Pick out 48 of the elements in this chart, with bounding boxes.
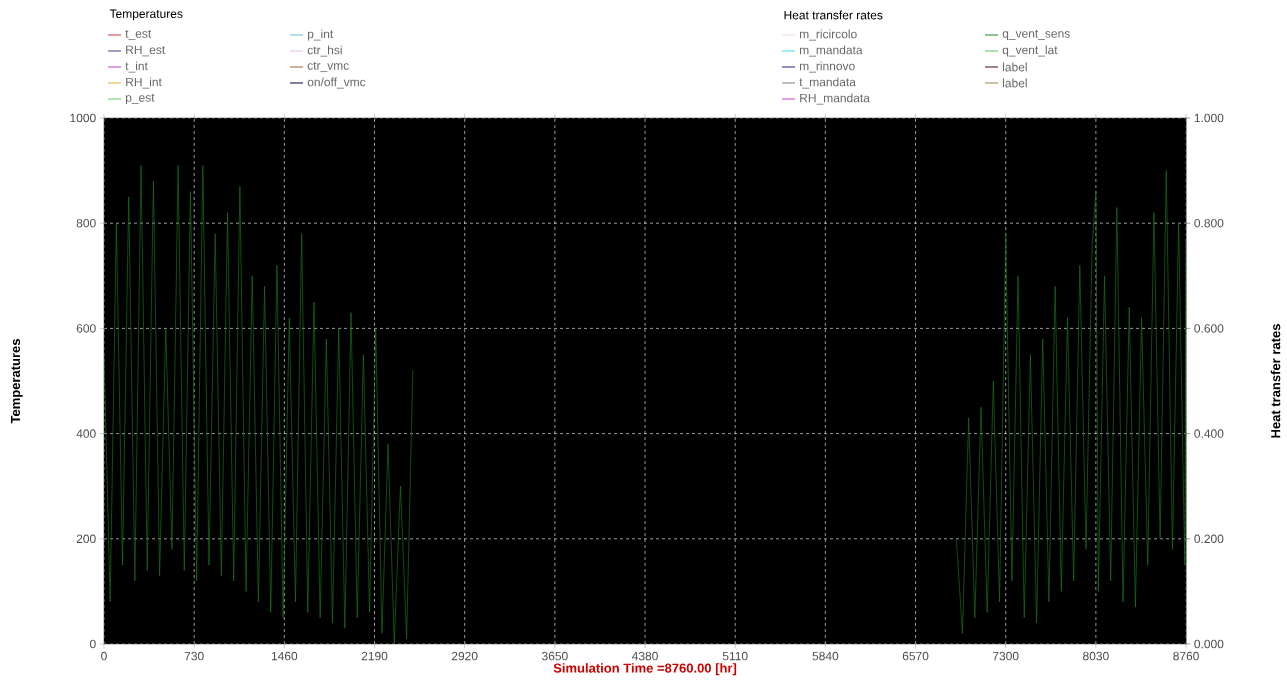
x-tick-label: 4380: [631, 651, 658, 661]
y2-tick-label: 0.800: [1194, 218, 1224, 228]
legend-label: p_int: [307, 29, 334, 41]
legend-label: label: [1003, 78, 1027, 88]
y-tick-label: 800: [76, 218, 96, 228]
legend-label: t_mandata: [799, 77, 856, 89]
text: Temperatures: [109, 9, 183, 21]
legend-label: t_est: [125, 29, 152, 41]
legend-label: label: [1003, 62, 1027, 72]
legend-label: q_vent_lat: [1002, 45, 1058, 57]
text: Heat transfer rates: [784, 10, 883, 20]
y2-tick-label: 0.400: [1194, 429, 1224, 438]
x-tick-label: 5840: [812, 651, 839, 661]
x-tick-label: 1460: [271, 651, 298, 661]
y2-tick-label: 1.000: [1194, 113, 1224, 123]
legend-label: m_mandata: [800, 45, 863, 57]
x-tick-label: 8760: [1173, 651, 1199, 661]
x-tick-label: 2920: [451, 651, 478, 661]
x-tick-label: 2190: [361, 651, 388, 661]
y2-axis-title: Heat transfer rates: [1270, 324, 1281, 438]
legend-label: RH_mandata: [800, 93, 870, 105]
x-tick-label: 7300: [992, 651, 1019, 661]
x-tick-label: 3650: [541, 651, 568, 661]
y2-tick-label: 0.200: [1194, 534, 1224, 544]
y-tick-label: 0: [90, 639, 96, 649]
legend-label: RH_int: [126, 77, 162, 89]
legend-label: on/off_vmc: [307, 77, 366, 89]
x-tick-label: 5110: [722, 651, 748, 661]
y2-tick-label: 0.600: [1194, 324, 1224, 333]
x-tick-label: 6570: [902, 651, 929, 661]
y-tick-label: 400: [76, 429, 96, 438]
y-axis-title: Temperatures: [11, 339, 23, 424]
legend-label: m_ricircolo: [800, 29, 857, 41]
y-tick-label: 1000: [70, 113, 96, 123]
y-tick-label: 600: [76, 324, 96, 333]
legend-label: p_est: [125, 93, 155, 105]
legend-label: q_vent_sens: [1002, 29, 1070, 41]
x-tick-label: 8030: [1083, 651, 1109, 661]
legend-label: m_rinnovo: [800, 61, 855, 73]
x-tick-label: 0: [101, 651, 107, 661]
legend-label: t_int: [125, 61, 148, 73]
y2-tick-label: 0.000: [1194, 639, 1224, 649]
x-axis-title: Simulation Time =8760.00 [hr]: [553, 663, 737, 676]
legend-label: ctr_vmc: [307, 61, 349, 73]
legend-label: ctr_hsi: [307, 45, 342, 57]
x-tick-label: 730: [184, 651, 204, 661]
legend-label: RH_est: [126, 45, 166, 57]
y-tick-label: 200: [76, 534, 96, 544]
